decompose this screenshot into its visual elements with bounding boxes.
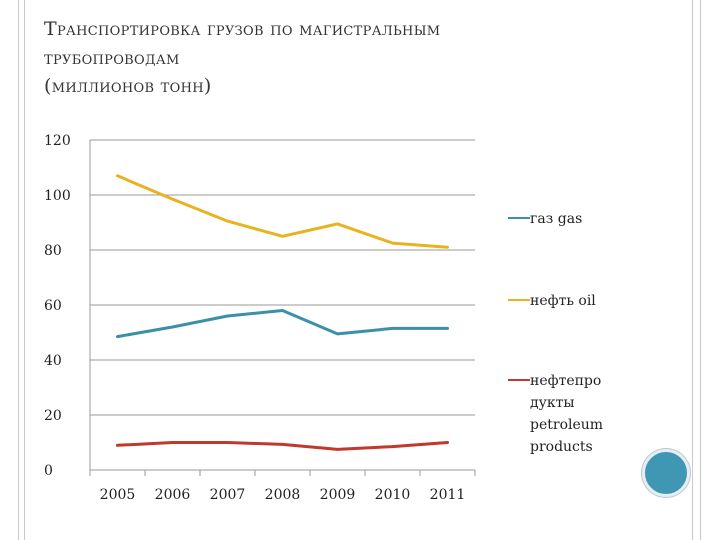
frame-line-right [692, 0, 693, 540]
legend-label-3: products [530, 439, 593, 455]
series-line-3 [116, 441, 449, 451]
x-tick-label: 2009 [320, 487, 356, 503]
y-tick-label: 80 [44, 243, 62, 259]
slide-title: Транспортировка грузов по магистральным … [44, 14, 644, 100]
x-tick-label: 2006 [155, 487, 191, 503]
series-line-2 [116, 174, 449, 249]
decorative-circle [642, 449, 690, 497]
frame-line-left-inner [24, 0, 25, 540]
x-tick-label: 2007 [210, 487, 246, 503]
legend-label-3: petroleum [530, 417, 603, 433]
frame-line-right-inner [700, 0, 701, 540]
frame-line-left [18, 0, 19, 540]
title-line-1: Транспортировка грузов по магистральным [44, 18, 441, 40]
x-tick-label: 2010 [375, 487, 411, 503]
title-line-2: трубопроводам [44, 47, 180, 69]
y-tick-label: 0 [44, 463, 53, 479]
y-tick-label: 40 [44, 353, 62, 369]
y-tick-label: 100 [44, 188, 71, 204]
x-tick-label: 2008 [265, 487, 301, 503]
legend-label-2: нефть oil [530, 293, 596, 309]
legend-label-3: дукты [530, 395, 575, 411]
series-line-1 [116, 309, 449, 339]
x-tick-label: 2005 [100, 487, 136, 503]
y-tick-label: 20 [44, 408, 62, 424]
legend-label-1: газ gas [530, 211, 582, 227]
legend-label-3: нефтепро [530, 373, 601, 389]
y-tick-label: 60 [44, 298, 62, 314]
x-tick-label: 2011 [430, 487, 466, 503]
title-line-3: (миллионов тонн) [44, 75, 212, 97]
y-tick-label: 120 [44, 133, 71, 149]
